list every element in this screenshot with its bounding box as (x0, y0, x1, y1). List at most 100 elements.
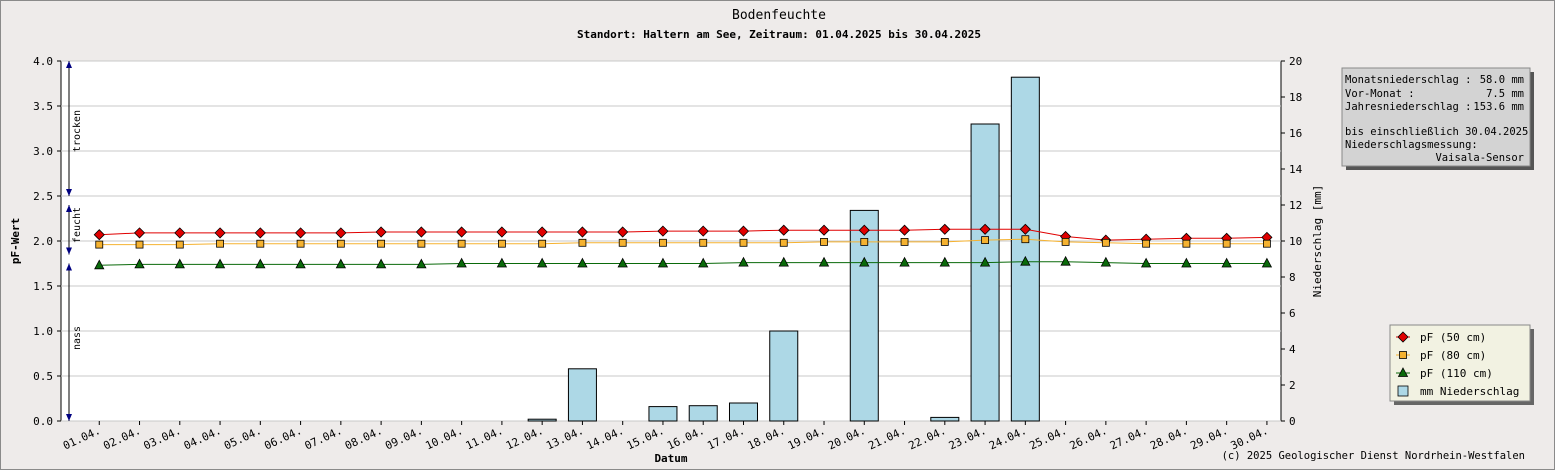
zone-arrow-up (66, 205, 72, 212)
y2-tick-label: 14 (1289, 163, 1303, 176)
info-row3-value: 153.6 mm (1473, 101, 1524, 113)
x-tick-label: 19.04. (786, 424, 828, 453)
marker-pf110 (979, 256, 991, 267)
marker-pf50 (496, 226, 508, 238)
marker-pf110 (537, 257, 548, 268)
info-row2-label: Vor-Monat : (1345, 88, 1415, 100)
marker-pf80 (175, 240, 184, 249)
x-tick-label: 24.04. (987, 424, 1029, 453)
x-tick-label: 27.04. (1108, 424, 1150, 453)
copyright: (c) 2025 Geologischer Dienst Nordrhein-W… (1222, 450, 1525, 462)
y-tick-label: 3.5 (33, 100, 53, 113)
marker-pf80 (739, 238, 748, 247)
marker-pf110 (698, 257, 709, 268)
x-tick-label: 25.04. (1027, 424, 1069, 453)
marker-pf80 (1101, 238, 1110, 247)
marker-pf50 (576, 226, 588, 238)
y-axis-label: pF-Wert (9, 218, 22, 264)
info-line4: bis einschließlich 30.04.2025 (1345, 126, 1528, 138)
marker-pf80 (981, 236, 989, 245)
marker-pf50 (1019, 223, 1031, 235)
y2-tick-label: 8 (1289, 271, 1296, 284)
x-tick-label: 04.04. (182, 424, 224, 453)
x-tick-label: 21.04. (866, 424, 908, 453)
marker-pf110 (1060, 255, 1071, 266)
zone-label-wet: nass (72, 326, 83, 350)
marker-pf50 (898, 224, 911, 236)
marker-pf110 (335, 258, 347, 269)
marker-pf110 (416, 258, 427, 269)
x-axis-label: Datum (654, 452, 687, 465)
x-tick-label: 12.04. (504, 424, 546, 453)
info-row1-label: Monatsniederschlag : (1345, 74, 1471, 86)
marker-pf50 (174, 227, 186, 239)
marker-pf50 (254, 227, 266, 239)
marker-pf110 (1140, 257, 1152, 268)
marker-pf80 (1142, 239, 1151, 248)
marker-pf50 (536, 226, 548, 238)
y2-tick-label: 6 (1289, 307, 1296, 320)
precip-bar (970, 123, 1000, 422)
y2-tick-label: 18 (1289, 91, 1302, 104)
x-tick-label: 11.04. (464, 424, 506, 453)
marker-pf80 (498, 239, 506, 248)
marker-pf50 (737, 225, 750, 237)
zone-arrow-down (66, 414, 72, 421)
y2-tick-label: 2 (1289, 379, 1296, 392)
marker-pf50 (858, 224, 870, 236)
legend-label: pF (110 cm) (1420, 367, 1493, 380)
marker-pf110 (375, 258, 387, 269)
x-tick-label: 13.04. (544, 424, 586, 453)
zone-label-moist: feucht (72, 207, 83, 243)
x-axis-ticks: 01.04.02.04.03.04.04.04.05.04.06.04.07.0… (61, 421, 1270, 453)
x-tick-label: 14.04. (584, 424, 626, 453)
marker-pf80 (699, 238, 708, 247)
marker-pf80 (618, 238, 627, 247)
marker-pf80 (1263, 239, 1271, 248)
x-tick-label: 22.04. (907, 424, 949, 453)
legend: pF (50 cm) pF (80 cm) pF (110 cm) mm Nieder… (1389, 324, 1534, 405)
x-tick-label: 17.04. (705, 424, 747, 453)
marker-pf50 (617, 226, 629, 238)
x-tick-label: 20.04. (826, 424, 868, 453)
marker-pf110 (577, 257, 588, 268)
marker-pf80 (538, 239, 547, 248)
precipitation-bars (527, 76, 1040, 422)
marker-pf50 (818, 224, 830, 236)
marker-pf110 (174, 258, 185, 269)
chart-subtitle: Standort: Haltern am See, Zeitraum: 01.0… (577, 28, 981, 41)
marker-pf50 (939, 223, 951, 235)
gridlines (61, 60, 1281, 422)
marker-pf80 (578, 238, 587, 247)
legend-marker (1397, 331, 1409, 343)
marker-pf110 (899, 256, 910, 267)
series-line (99, 228, 1267, 241)
y-tick-label: 2.5 (33, 190, 53, 203)
marker-pf50 (415, 226, 427, 238)
marker-pf110 (1181, 257, 1192, 268)
marker-pf50 (335, 227, 347, 239)
marker-pf80 (377, 239, 386, 248)
y-tick-label: 4.0 (33, 55, 53, 68)
y-axis-left-ticks: 0.0 0.5 1.0 1.5 2.0 2.5 3.0 3.5 4.0 (33, 55, 61, 428)
marker-pf50 (778, 224, 790, 236)
marker-pf80 (900, 237, 909, 246)
info-line5: Niederschlagsmessung: (1345, 139, 1478, 151)
y2-tick-label: 20 (1289, 55, 1302, 68)
y-tick-label: 2.0 (33, 235, 53, 248)
marker-pf50 (979, 223, 991, 235)
marker-pf110 (94, 259, 105, 270)
marker-pf110 (214, 258, 226, 269)
info-row3-label: Jahresniederschlag : (1345, 101, 1471, 113)
marker-pf110 (1261, 257, 1273, 268)
zone-arrow-up (66, 61, 72, 68)
x-tick-label: 23.04. (947, 424, 989, 453)
marker-pf110 (939, 256, 950, 267)
info-box: Monatsniederschlag : 58.0 mm Vor-Monat :… (1341, 67, 1534, 170)
x-tick-label: 18.04. (746, 424, 788, 453)
marker-pf110 (1100, 256, 1112, 267)
marker-pf80 (135, 240, 144, 249)
marker-pf50 (93, 229, 105, 241)
marker-pf80 (860, 237, 869, 246)
series-line (99, 261, 1267, 266)
